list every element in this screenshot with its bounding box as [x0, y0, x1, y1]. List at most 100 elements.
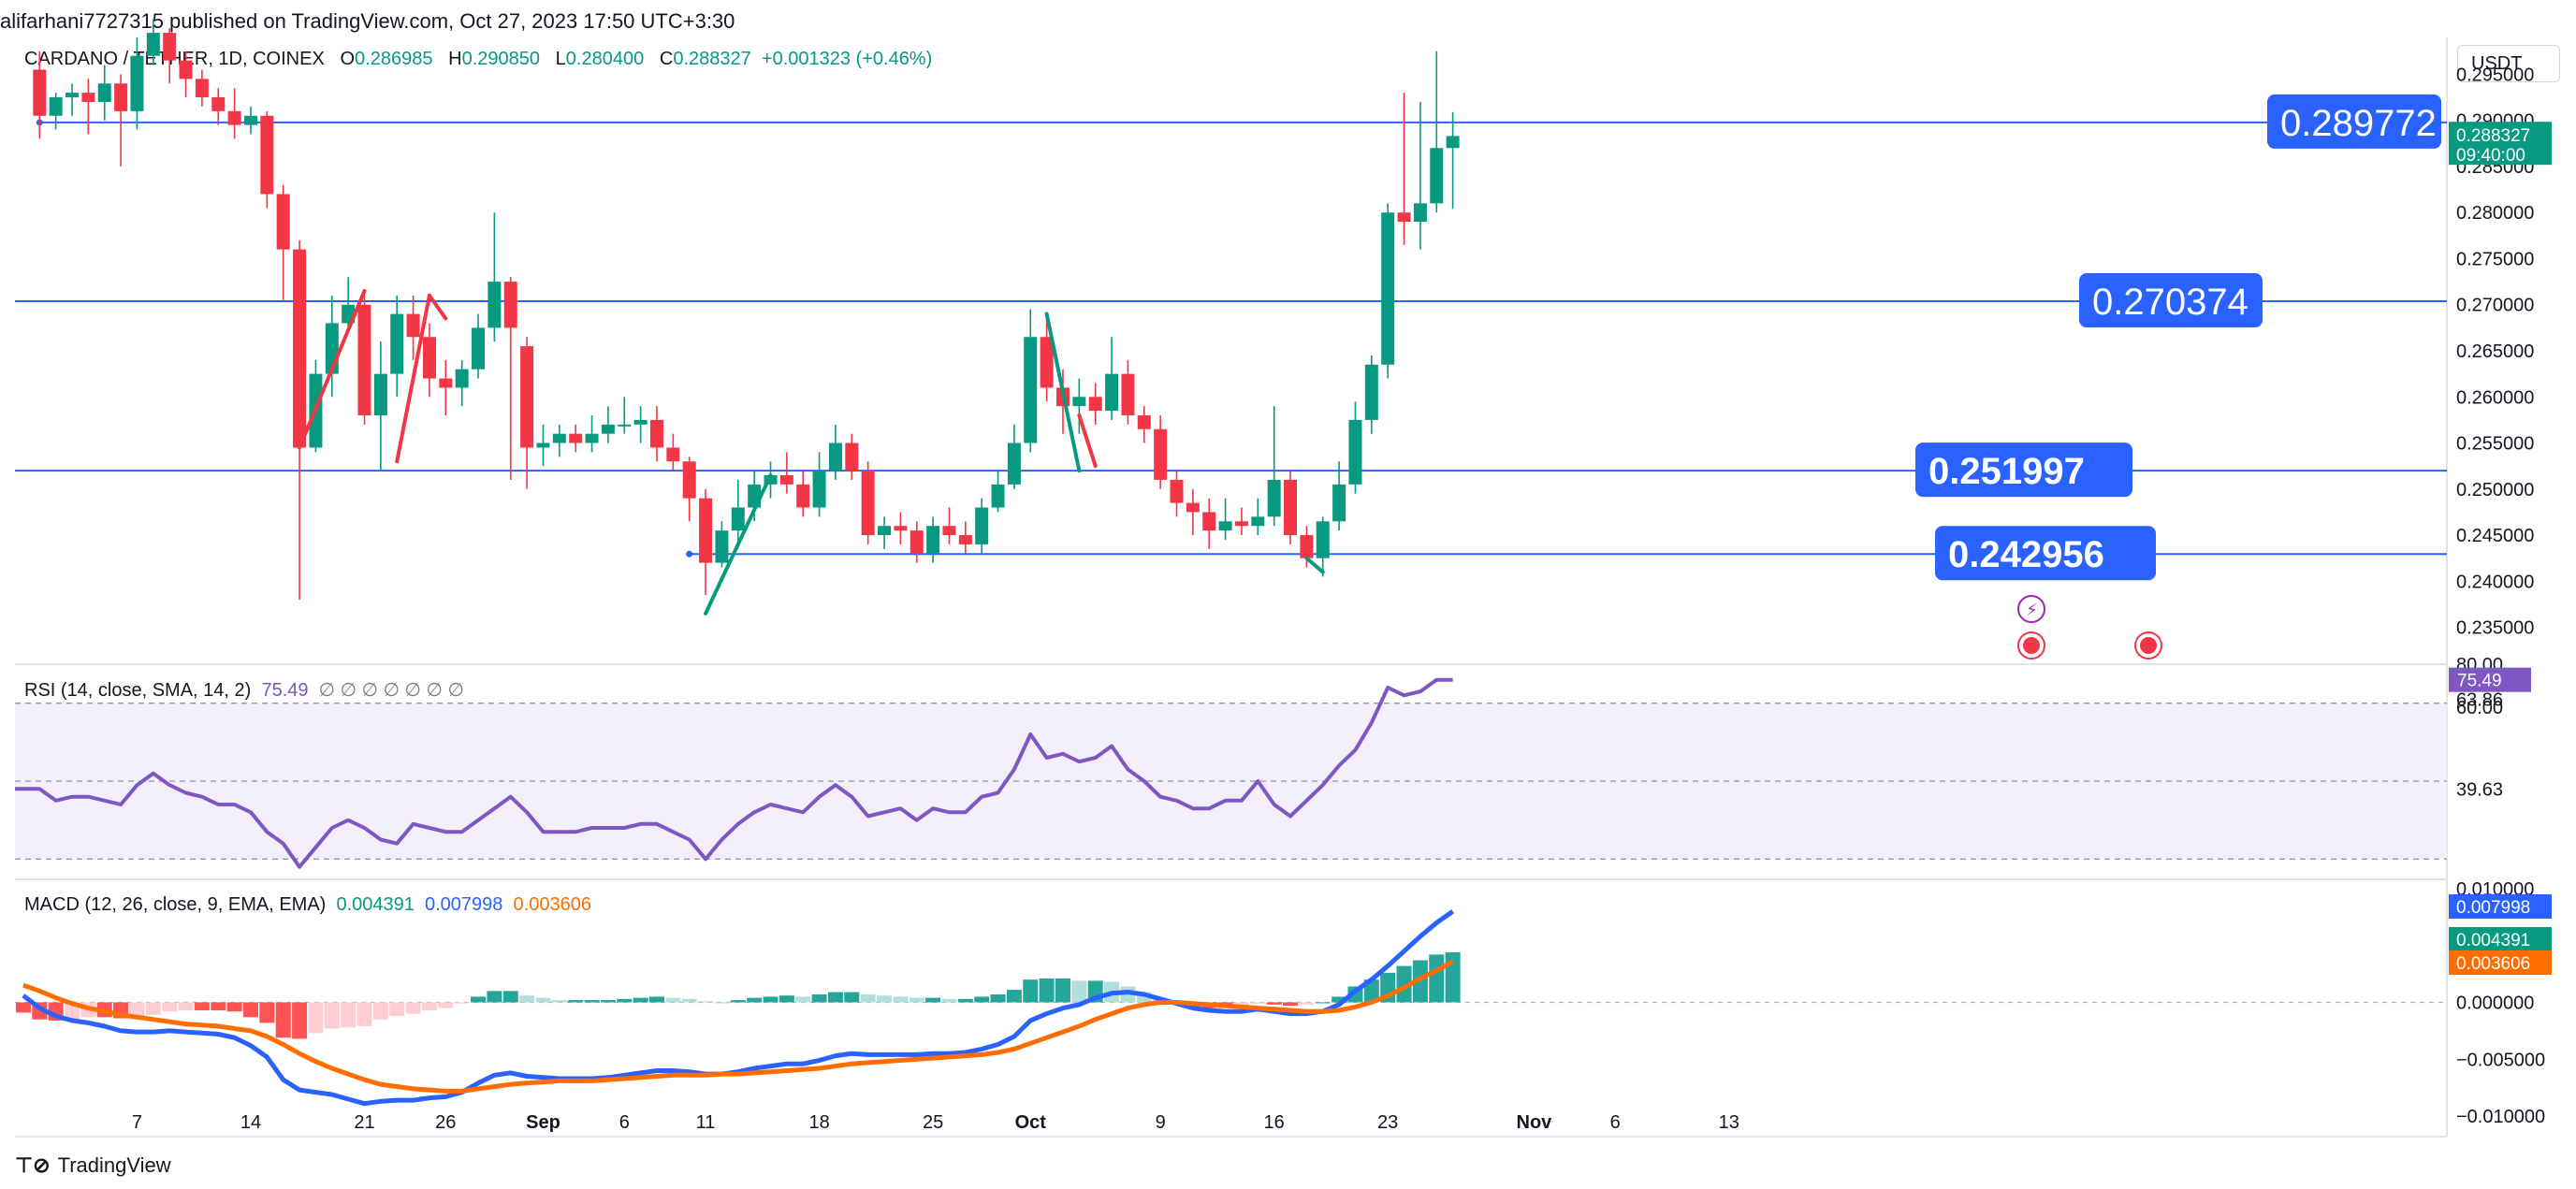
candle-body[interactable] [65, 93, 80, 98]
candle-body[interactable] [552, 433, 566, 443]
candle-body[interactable] [812, 471, 826, 508]
candle-body[interactable] [926, 526, 940, 554]
candle-body[interactable] [779, 475, 793, 485]
candle-body[interactable] [666, 447, 680, 462]
candle-body[interactable] [146, 33, 160, 56]
candle-body[interactable] [764, 475, 778, 485]
lightning-event-icon[interactable] [2017, 595, 2045, 623]
candle-body[interactable] [910, 530, 924, 554]
trend-line[interactable] [395, 293, 431, 464]
candle-body[interactable] [633, 419, 648, 425]
candle-body[interactable] [1364, 364, 1378, 420]
candle-body[interactable] [1267, 479, 1281, 517]
candle-body[interactable] [1413, 203, 1427, 223]
candle-body[interactable] [618, 424, 632, 427]
candle-body[interactable] [1397, 212, 1411, 223]
candle-body[interactable] [227, 110, 241, 125]
candle-body[interactable] [975, 507, 989, 544]
candle-body[interactable] [1348, 419, 1362, 485]
trend-line[interactable] [1044, 312, 1082, 473]
candle-body[interactable] [276, 194, 290, 250]
candle-body[interactable] [731, 507, 745, 531]
level-price-label-box[interactable] [1915, 442, 2132, 498]
candle-body[interactable] [293, 249, 307, 448]
candle-body[interactable] [1170, 479, 1184, 503]
candle-body[interactable] [1072, 397, 1086, 407]
candle-body[interactable] [439, 378, 453, 388]
candle-body[interactable] [991, 484, 1005, 508]
candle-body[interactable] [1040, 337, 1054, 388]
level-price-label-box[interactable] [2079, 273, 2263, 328]
candle-body[interactable] [163, 33, 177, 61]
candle-body[interactable] [828, 442, 842, 471]
candle-body[interactable] [260, 115, 274, 195]
candle-body[interactable] [845, 442, 859, 471]
candle-body[interactable] [1202, 512, 1216, 531]
candle-body[interactable] [1137, 414, 1151, 429]
candle-body[interactable] [357, 304, 371, 415]
candle-body[interactable] [520, 346, 534, 448]
candle-body[interactable] [179, 60, 193, 80]
candle-body[interactable] [130, 55, 144, 111]
candle-body[interactable] [699, 498, 713, 563]
candle-body[interactable] [1007, 442, 1021, 485]
candle-body[interactable] [894, 526, 908, 531]
candle-body[interactable] [81, 93, 95, 102]
candle-body[interactable] [569, 433, 583, 443]
candle-body[interactable] [682, 461, 696, 499]
candle-body[interactable] [715, 530, 729, 563]
candle-body[interactable] [243, 115, 257, 125]
trend-line[interactable] [704, 473, 773, 616]
trend-line[interactable] [427, 293, 448, 321]
candle-body[interactable] [1024, 337, 1038, 443]
level-price-label-box[interactable] [1935, 526, 2156, 581]
candle-body[interactable] [1105, 373, 1119, 412]
candle-body[interactable] [585, 433, 599, 443]
macd-name[interactable]: MACD (12, 26, close, 9, EMA, EMA) [24, 894, 327, 915]
candle-body[interactable] [796, 484, 810, 508]
trend-line[interactable] [1077, 413, 1098, 469]
candle-body[interactable] [942, 526, 956, 536]
trend-line[interactable] [298, 288, 367, 450]
candle-body[interactable] [1186, 502, 1200, 513]
candle-body[interactable] [455, 369, 469, 388]
candle-body[interactable] [33, 69, 47, 116]
rsi-name[interactable]: RSI (14, close, SMA, 14, 2) [24, 680, 252, 701]
candle-body[interactable] [97, 83, 111, 102]
candle-body[interactable] [422, 337, 436, 379]
candle-body[interactable] [49, 97, 63, 116]
signal-line[interactable] [22, 959, 1454, 1094]
horizontal-level-anchor[interactable] [686, 550, 693, 558]
tradingview-logo[interactable]: ⊤⊘ TradingView [15, 1153, 171, 1178]
candle-body[interactable] [114, 83, 128, 111]
candle-body[interactable] [488, 282, 502, 328]
candle-body[interactable] [1316, 521, 1330, 558]
candle-body[interactable] [1284, 479, 1298, 536]
candle-body[interactable] [1218, 521, 1232, 531]
candle-body[interactable] [406, 313, 420, 338]
candle-body[interactable] [373, 373, 387, 415]
candle-body[interactable] [195, 79, 209, 98]
candle-body[interactable] [958, 535, 972, 544]
level-price-label-box[interactable] [2267, 94, 2441, 149]
candle-body[interactable] [1332, 484, 1346, 522]
candle-body[interactable] [1088, 397, 1102, 412]
candle-body[interactable] [1154, 428, 1168, 480]
candle-body[interactable] [1430, 148, 1444, 204]
rsi-line[interactable] [15, 677, 1453, 869]
candle-body[interactable] [649, 419, 663, 448]
candle-body[interactable] [472, 327, 486, 370]
candle-body[interactable] [1251, 516, 1265, 527]
candle-body[interactable] [878, 526, 892, 536]
candle-body[interactable] [1300, 535, 1314, 558]
currency-button[interactable]: USDT [2457, 45, 2560, 82]
candle-body[interactable] [1234, 521, 1248, 527]
candle-body[interactable] [536, 442, 550, 448]
candle-body[interactable] [503, 282, 517, 328]
trend-line[interactable] [1304, 556, 1325, 574]
candle-body[interactable] [861, 471, 875, 536]
candle-body[interactable] [601, 424, 615, 434]
candle-body[interactable] [211, 97, 226, 111]
candle-body[interactable] [1446, 136, 1460, 149]
